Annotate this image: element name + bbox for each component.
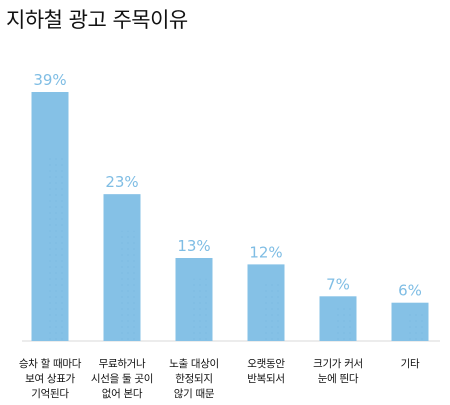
category-label-line: 눈에 띈다 bbox=[317, 373, 359, 385]
category-label-line: 기타 bbox=[400, 358, 420, 370]
category-label-line: 않기 때문 bbox=[173, 388, 215, 400]
category-label-line: 시선을 둘 곳이 bbox=[90, 373, 154, 385]
category-label-line: 크기가 커서 bbox=[313, 358, 363, 370]
category-label-line: 한정되지 bbox=[175, 373, 213, 385]
value-label-2: 23% bbox=[105, 173, 138, 191]
bar-texture-2 bbox=[120, 230, 139, 341]
category-label-line: 무료하거나 bbox=[98, 358, 146, 370]
category-label-line: 없어 본다 bbox=[101, 388, 143, 400]
value-label-5: 7% bbox=[326, 275, 350, 293]
value-label-1: 39% bbox=[33, 71, 66, 89]
chart-title: 지하철 광고 주목이유 bbox=[6, 8, 188, 32]
category-label-line: 반복되서 bbox=[247, 373, 285, 385]
category-label-line: 승차 할 때마다 bbox=[18, 358, 82, 370]
category-label-line: 기억된다 bbox=[31, 388, 69, 400]
category-label-line: 노출 대상이 bbox=[169, 358, 219, 370]
bar-texture-3 bbox=[192, 278, 211, 341]
value-label-4: 12% bbox=[249, 243, 282, 261]
bar-texture-1 bbox=[48, 154, 67, 341]
value-label-6: 6% bbox=[398, 282, 422, 300]
bar-texture-5 bbox=[336, 307, 355, 341]
category-label-line: 오랫동안 bbox=[247, 358, 285, 370]
category-label-line: 보여 상표가 bbox=[25, 373, 75, 385]
value-label-3: 13% bbox=[177, 237, 210, 255]
bar-texture-4 bbox=[264, 283, 283, 341]
category-label-6: 기타 bbox=[368, 357, 450, 372]
bar-texture-6 bbox=[408, 312, 427, 341]
